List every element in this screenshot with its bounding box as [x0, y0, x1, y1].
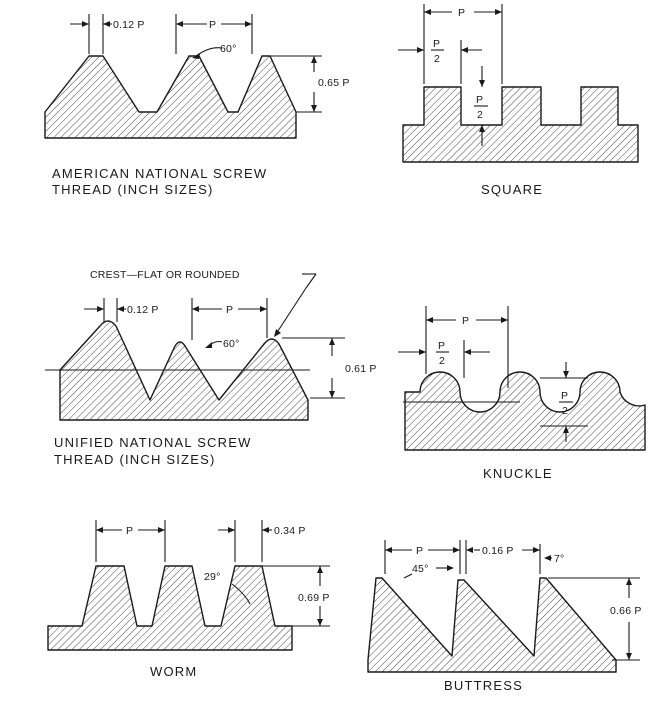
buttress-flat-label: 0.16 P: [482, 545, 514, 557]
american-caption-line1: AMERICAN NATIONAL SCREW: [52, 166, 267, 181]
unified-caption-line1: UNIFIED NATIONAL SCREW: [54, 435, 252, 450]
american-pitch-label: P: [209, 19, 216, 31]
worm-caption: WORM: [150, 664, 197, 679]
square-half-den: 2: [434, 53, 440, 65]
knuckle-caption: KNUCKLE: [483, 466, 553, 481]
knuckle-thread-profile: [404, 371, 646, 451]
buttress-thread: P 45° 0.16 P 7° 0.66 P BUTTRESS: [367, 540, 642, 693]
knuckle-thread: P P 2 P 2 KNUCKLE: [398, 306, 646, 481]
unified-depth-label: 0.61 P: [345, 363, 377, 375]
square-depth-den: 2: [477, 109, 483, 121]
buttress-thread-profile: [367, 577, 617, 673]
unified-caption-line2: THREAD (INCH SIZES): [54, 452, 215, 467]
square-pitch-label: P: [458, 7, 465, 19]
knuckle-half-den: 2: [439, 355, 445, 367]
knuckle-depth-den: 2: [562, 405, 568, 417]
unified-angle-label: 60°: [223, 338, 239, 350]
american-national-thread: 0.12 P P 60° 0.65 P AMERICAN NATIONAL SC…: [44, 14, 350, 197]
square-half-num: P: [433, 38, 440, 50]
unified-pitch-label: P: [226, 304, 233, 316]
worm-thread: P 0.34 P 29° 0.69 P WORM: [47, 520, 330, 679]
american-flat-label: 0.12 P: [113, 19, 145, 31]
square-thread-profile: [402, 86, 639, 163]
worm-depth-label: 0.69 P: [298, 592, 330, 604]
unified-crest-note: CREST—FLAT OR ROUNDED: [90, 269, 240, 281]
unified-national-thread: CREST—FLAT OR ROUNDED 0.12 P P 60° 0.61 …: [45, 269, 377, 467]
buttress-caption: BUTTRESS: [444, 678, 523, 693]
worm-angle-label: 29°: [204, 571, 220, 583]
buttress-pitch-label: P: [416, 545, 423, 557]
worm-flat-label: 0.34 P: [274, 525, 306, 537]
worm-pitch-label: P: [126, 525, 133, 537]
buttress-angle7-label: 7°: [554, 553, 564, 565]
square-caption: SQUARE: [481, 182, 543, 197]
worm-thread-profile: [47, 565, 293, 651]
american-caption-line2: THREAD (INCH SIZES): [52, 182, 213, 197]
buttress-angle45-label: 45°: [412, 563, 428, 575]
buttress-depth-label: 0.66 P: [610, 605, 642, 617]
square-depth-num: P: [476, 94, 483, 106]
american-depth-label: 0.65 P: [318, 77, 350, 89]
unified-flat-label: 0.12 P: [127, 304, 159, 316]
knuckle-pitch-label: P: [462, 315, 469, 327]
knuckle-half-num: P: [438, 340, 445, 352]
square-thread: P P 2 P 2 SQUARE: [398, 4, 639, 197]
knuckle-depth-num: P: [561, 390, 568, 402]
american-thread-profile: [44, 55, 297, 139]
american-angle-label: 60°: [220, 43, 236, 55]
